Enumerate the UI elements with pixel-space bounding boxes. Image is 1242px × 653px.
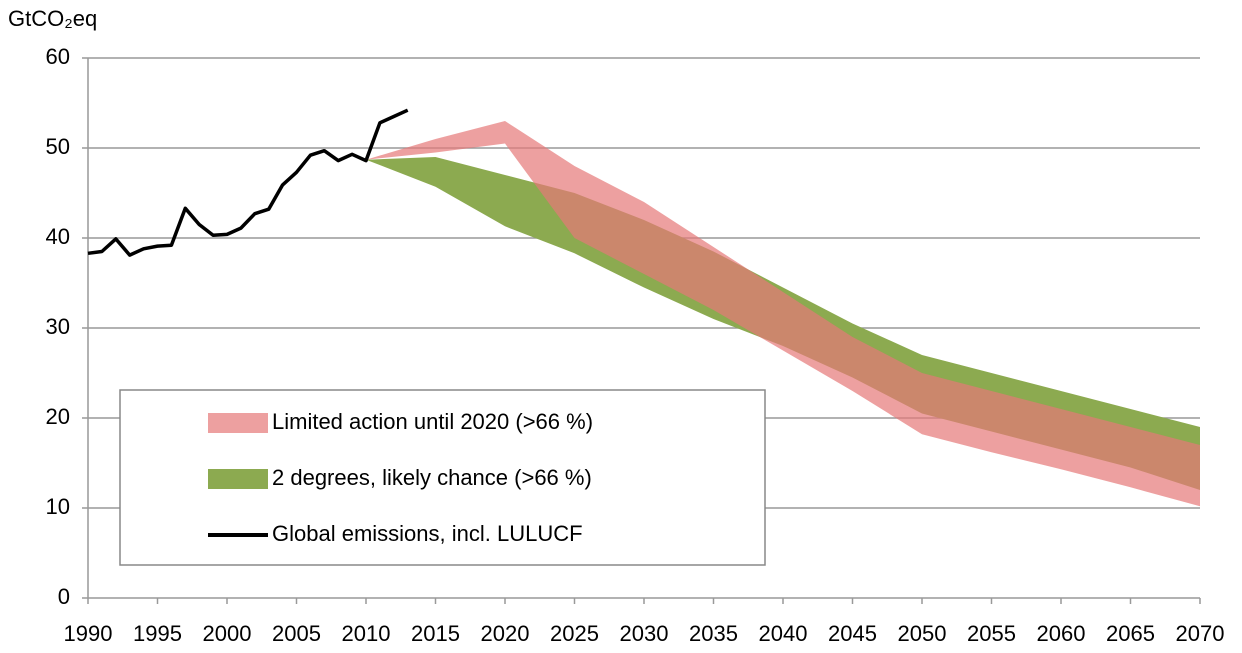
x-tick-label: 2000 (203, 621, 252, 646)
y-tick-label: 20 (46, 404, 70, 429)
x-tick-label: 2015 (411, 621, 460, 646)
x-tick-label: 1995 (133, 621, 182, 646)
x-tick-label: 2035 (689, 621, 738, 646)
x-tick-label: 2020 (481, 621, 530, 646)
x-tick-label: 2055 (967, 621, 1016, 646)
x-tick-label: 2070 (1176, 621, 1225, 646)
x-tick-label: 2045 (828, 621, 877, 646)
legend-swatch (208, 413, 268, 433)
legend-label: Global emissions, incl. LULUCF (272, 521, 583, 546)
x-tick-label: 2065 (1106, 621, 1155, 646)
band (366, 121, 1200, 507)
x-tick-label: 2025 (550, 621, 599, 646)
y-tick-label: 10 (46, 494, 70, 519)
y-tick-label: 50 (46, 134, 70, 159)
y-axis-label: GtCO₂eq (8, 6, 97, 31)
x-tick-label: 2030 (620, 621, 669, 646)
y-tick-label: 30 (46, 314, 70, 339)
x-tick-label: 2040 (759, 621, 808, 646)
line (87, 108, 409, 257)
y-tick-label: 60 (46, 44, 70, 69)
x-tick-label: 2060 (1037, 621, 1086, 646)
legend-label: 2 degrees, likely chance (>66 %) (272, 465, 592, 490)
x-tick-label: 2010 (342, 621, 391, 646)
legend-label: Limited action until 2020 (>66 %) (272, 409, 593, 434)
x-tick-label: 2050 (898, 621, 947, 646)
x-tick-label: 1990 (64, 621, 113, 646)
y-tick-label: 0 (58, 584, 70, 609)
x-tick-label: 2005 (272, 621, 321, 646)
legend-swatch (208, 469, 268, 489)
y-tick-label: 40 (46, 224, 70, 249)
